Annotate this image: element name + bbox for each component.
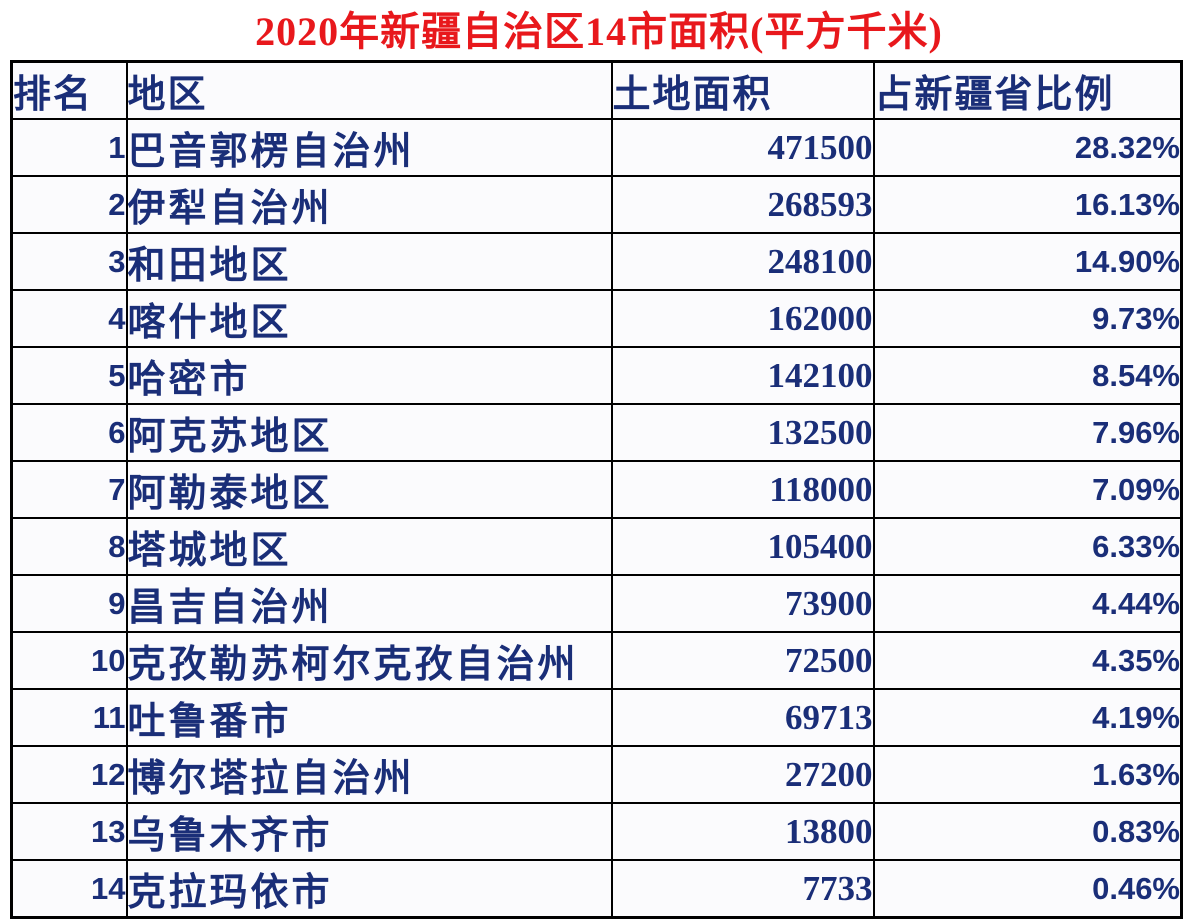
table-row: 8 塔城地区 105400 6.33% [10,517,1183,576]
percent-cell: 16.13% [872,175,1183,234]
table-row: 3 和田地区 248100 14.90% [10,232,1183,291]
table-row: 7 阿勒泰地区 118000 7.09% [10,460,1183,519]
table-row: 9 昌吉自治州 73900 4.44% [10,574,1183,633]
area-cell: 248100 [610,232,875,291]
region-cell: 哈密市 [125,346,613,405]
region-cell: 阿勒泰地区 [125,460,613,519]
region-cell: 喀什地区 [125,289,613,348]
area-cell: 132500 [610,403,875,462]
table-row: 13 乌鲁木齐市 13800 0.83% [10,802,1183,861]
region-cell: 伊犁自治州 [125,175,613,234]
table-header-row: 排名 地区 土地面积 占新疆省比例 [10,60,1183,120]
percent-cell: 14.90% [872,232,1183,291]
rank-cell: 5 [10,346,128,405]
region-cell: 吐鲁番市 [125,688,613,747]
rank-cell: 6 [10,403,128,462]
rank-cell: 11 [10,688,128,747]
percent-cell: 7.09% [872,460,1183,519]
rank-cell: 9 [10,574,128,633]
rank-cell: 7 [10,460,128,519]
area-cell: 471500 [610,118,875,177]
table-row: 12 博尔塔拉自治州 27200 1.63% [10,745,1183,804]
region-cell: 阿克苏地区 [125,403,613,462]
region-cell: 乌鲁木齐市 [125,802,613,861]
column-header-region: 地区 [125,60,613,120]
column-header-province-share: 占新疆省比例 [872,60,1183,120]
area-ranking-table: 排名 地区 土地面积 占新疆省比例 1 巴音郭楞自治州 471500 28.32% 2 伊… [10,60,1183,919]
rank-cell: 2 [10,175,128,234]
area-cell: 142100 [610,346,875,405]
area-cell: 268593 [610,175,875,234]
region-cell: 克拉玛依市 [125,859,613,919]
percent-cell: 4.19% [872,688,1183,747]
area-cell: 73900 [610,574,875,633]
rank-cell: 4 [10,289,128,348]
area-cell: 105400 [610,517,875,576]
rank-cell: 14 [10,859,128,919]
rank-cell: 12 [10,745,128,804]
percent-cell: 8.54% [872,346,1183,405]
area-cell: 69713 [610,688,875,747]
rank-cell: 10 [10,631,128,690]
rank-cell: 13 [10,802,128,861]
table-body: 1 巴音郭楞自治州 471500 28.32% 2 伊犁自治州 268593 16.13% 3 和… [10,118,1183,919]
percent-cell: 0.83% [872,802,1183,861]
region-cell: 克孜勒苏柯尔克孜自治州 [125,631,613,690]
column-header-land-area: 土地面积 [610,60,875,120]
page-title: 2020年新疆自治区14市面积(平方千米) [255,9,943,54]
table-row: 1 巴音郭楞自治州 471500 28.32% [10,118,1183,177]
area-cell: 118000 [610,460,875,519]
region-cell: 巴音郭楞自治州 [125,118,613,177]
percent-cell: 1.63% [872,745,1183,804]
rank-cell: 8 [10,517,128,576]
region-cell: 昌吉自治州 [125,574,613,633]
rank-cell: 3 [10,232,128,291]
rank-cell: 1 [10,118,128,177]
percent-cell: 0.46% [872,859,1183,919]
table-row: 5 哈密市 142100 8.54% [10,346,1183,405]
column-header-rank: 排名 [10,60,128,120]
percent-cell: 9.73% [872,289,1183,348]
percent-cell: 28.32% [872,118,1183,177]
region-cell: 博尔塔拉自治州 [125,745,613,804]
percent-cell: 6.33% [872,517,1183,576]
area-cell: 72500 [610,631,875,690]
region-cell: 和田地区 [125,232,613,291]
table-row: 10 克孜勒苏柯尔克孜自治州 72500 4.35% [10,631,1183,690]
area-cell: 162000 [610,289,875,348]
percent-cell: 4.44% [872,574,1183,633]
table-row: 6 阿克苏地区 132500 7.96% [10,403,1183,462]
table-row: 11 吐鲁番市 69713 4.19% [10,688,1183,747]
region-cell: 塔城地区 [125,517,613,576]
area-cell: 27200 [610,745,875,804]
area-cell: 7733 [610,859,875,919]
percent-cell: 7.96% [872,403,1183,462]
table-row: 4 喀什地区 162000 9.73% [10,289,1183,348]
percent-cell: 4.35% [872,631,1183,690]
table-row: 2 伊犁自治州 268593 16.13% [10,175,1183,234]
area-cell: 13800 [610,802,875,861]
table-row: 14 克拉玛依市 7733 0.46% [10,859,1183,919]
